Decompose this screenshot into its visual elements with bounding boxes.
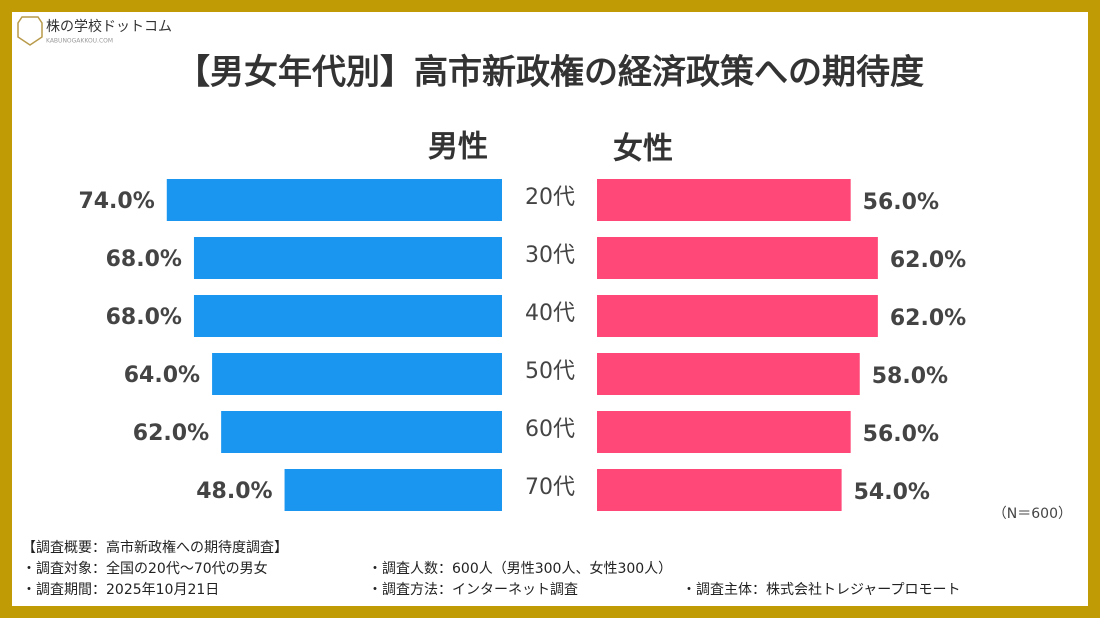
bar <box>597 295 878 337</box>
value-label: 74.0% <box>78 189 154 214</box>
bar <box>597 179 851 221</box>
bar <box>193 295 502 337</box>
bar <box>597 411 851 453</box>
value-label: 56.0% <box>863 190 939 215</box>
bar <box>597 237 878 279</box>
value-label: 64.0% <box>124 363 200 388</box>
logo-name: 株の学校ドットコム <box>46 18 172 35</box>
value-label: 62.0% <box>890 248 966 273</box>
chart-title: 【男女年代別】高市新政権の経済政策への期待度 <box>176 53 924 93</box>
value-label: 56.0% <box>863 422 939 447</box>
bar <box>166 179 502 221</box>
logo-mark <box>17 16 43 46</box>
footer-item: ・調査主体：株式会社トレジャープロモート <box>682 582 960 598</box>
value-label: 48.0% <box>196 479 272 504</box>
logo-sub: KABUNOGAKKOU.COM <box>46 38 113 45</box>
bar <box>597 353 860 395</box>
value-label: 54.0% <box>854 480 930 505</box>
logo: 株の学校ドットコム KABUNOGAKKOU.COM <box>17 16 172 46</box>
note: （N＝600） <box>993 506 1072 522</box>
value-label: 68.0% <box>106 247 182 272</box>
value-label: 62.0% <box>890 306 966 331</box>
category-label: 60代 <box>525 417 575 442</box>
footer-heading: 【調査概要：高市新政権への期待度調査】 <box>22 539 288 556</box>
value-label: 62.0% <box>133 421 209 446</box>
category-label: 40代 <box>525 301 575 326</box>
footer-item: ・調査人数：600人（男性300人、女性300人） <box>368 560 672 577</box>
category-label: 50代 <box>525 359 575 384</box>
bar <box>284 469 502 511</box>
legend-male: 男性 <box>428 130 488 165</box>
footer-item: ・調査対象：全国の20代～70代の男女 <box>22 560 268 577</box>
value-label: 68.0% <box>106 305 182 330</box>
panel <box>12 12 1088 606</box>
value-label: 58.0% <box>872 364 948 389</box>
bar <box>193 237 502 279</box>
bar <box>212 353 502 395</box>
bar <box>221 411 502 453</box>
category-label: 30代 <box>525 243 575 268</box>
legend-female: 女性 <box>613 132 673 167</box>
footer-item: ・調査方法：インターネット調査 <box>368 582 578 598</box>
bar <box>597 469 842 511</box>
footer-item: ・調査期間：2025年10月21日 <box>22 582 219 598</box>
category-label: 70代 <box>525 475 575 500</box>
category-label: 20代 <box>525 185 575 210</box>
